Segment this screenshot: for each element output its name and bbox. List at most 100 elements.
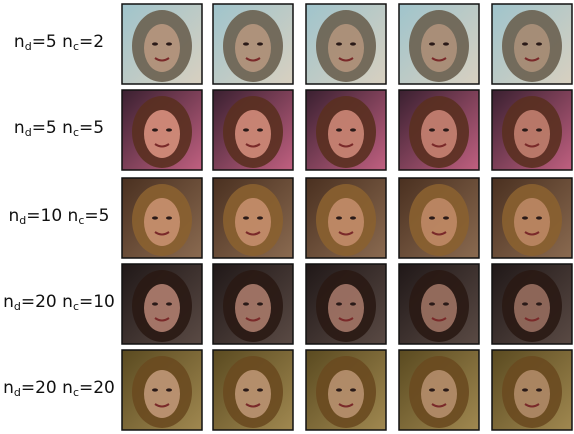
eye: [257, 216, 263, 219]
row-label: nd=5 nc=5: [0, 118, 118, 139]
face: [328, 198, 364, 246]
eye: [536, 216, 542, 219]
label-text: =20 n: [21, 292, 73, 312]
face: [421, 110, 457, 158]
label-text: =20 n: [21, 378, 73, 398]
face: [235, 198, 271, 246]
eye: [522, 388, 528, 391]
face: [421, 284, 457, 332]
label-text: =10: [79, 292, 115, 312]
eye: [336, 216, 342, 219]
generated-face-image: [213, 4, 293, 84]
face: [235, 284, 271, 332]
face: [235, 370, 271, 418]
face: [328, 24, 364, 72]
row-label: nd=20 nc=20: [0, 378, 118, 399]
eye: [152, 388, 158, 391]
row-label: nd=5 nc=2: [0, 32, 118, 53]
figure: nd=5 nc=2nd=5 nc=5nd=10 nc=5nd=20 nc=10n…: [0, 0, 574, 434]
eye: [336, 42, 342, 45]
face: [235, 110, 271, 158]
eye: [152, 128, 158, 131]
face: [328, 370, 364, 418]
generated-face-image: [399, 4, 479, 84]
eye: [443, 302, 449, 305]
eye: [443, 128, 449, 131]
face: [514, 284, 550, 332]
face: [328, 284, 364, 332]
eye: [350, 42, 356, 45]
generated-face-image: [306, 264, 386, 344]
eye: [522, 128, 528, 131]
generated-face-image: [306, 90, 386, 170]
label-text: =2: [79, 32, 104, 52]
label-subscript: d: [14, 300, 21, 313]
generated-face-image: [399, 264, 479, 344]
face: [421, 24, 457, 72]
eye: [429, 42, 435, 45]
face: [144, 24, 180, 72]
eye: [536, 128, 542, 131]
eye: [243, 388, 249, 391]
eye: [152, 216, 158, 219]
generated-face-image: [122, 178, 202, 258]
face: [328, 110, 364, 158]
eye: [166, 216, 172, 219]
face: [514, 110, 550, 158]
eye: [243, 216, 249, 219]
eye: [257, 128, 263, 131]
generated-face-image: [213, 350, 293, 430]
generated-face-image: [213, 90, 293, 170]
label-text: =10 n: [26, 206, 78, 226]
generated-face-image: [306, 4, 386, 84]
label-subscript: d: [25, 126, 32, 139]
generated-face-image: [122, 90, 202, 170]
generated-face-image: [306, 350, 386, 430]
generated-face-image: [399, 178, 479, 258]
eye: [429, 128, 435, 131]
eye: [536, 42, 542, 45]
eye: [166, 128, 172, 131]
eye: [152, 302, 158, 305]
label-text: n: [3, 378, 14, 398]
eye: [243, 302, 249, 305]
generated-face-image: [213, 178, 293, 258]
label-text: n: [9, 206, 20, 226]
generated-face-image: [122, 350, 202, 430]
face: [514, 24, 550, 72]
eye: [350, 216, 356, 219]
eye: [429, 388, 435, 391]
eye: [152, 42, 158, 45]
face: [144, 370, 180, 418]
generated-face-image: [122, 4, 202, 84]
eye: [350, 302, 356, 305]
eye: [350, 128, 356, 131]
generated-face-image: [122, 264, 202, 344]
generated-face-image: [492, 4, 572, 84]
eye: [522, 302, 528, 305]
label-text: n: [14, 118, 25, 138]
face: [235, 24, 271, 72]
eye: [166, 302, 172, 305]
eye: [166, 388, 172, 391]
eye: [443, 388, 449, 391]
row-label: nd=10 nc=5: [0, 206, 118, 227]
face: [144, 284, 180, 332]
face: [514, 370, 550, 418]
eye: [429, 302, 435, 305]
eye: [243, 42, 249, 45]
face: [514, 198, 550, 246]
generated-face-image: [306, 178, 386, 258]
generated-face-image: [399, 350, 479, 430]
eye: [522, 42, 528, 45]
generated-face-image: [492, 350, 572, 430]
eye: [243, 128, 249, 131]
eye: [336, 128, 342, 131]
eye: [166, 42, 172, 45]
label-text: =5: [79, 118, 104, 138]
label-text: =5 n: [32, 32, 73, 52]
label-text: n: [3, 292, 14, 312]
eye: [350, 388, 356, 391]
generated-face-image: [492, 264, 572, 344]
eye: [429, 216, 435, 219]
